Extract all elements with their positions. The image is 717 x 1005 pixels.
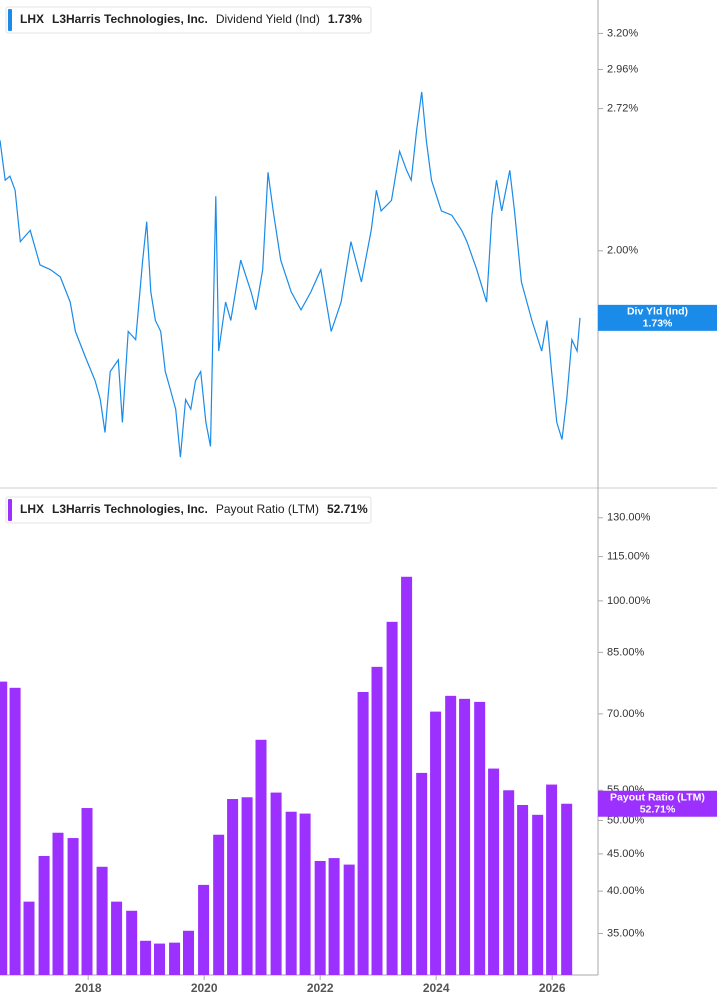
bar — [357, 692, 369, 975]
x-tick-label: 2026 — [539, 981, 566, 995]
legend-box — [5, 6, 372, 34]
bar — [459, 698, 471, 975]
bar — [371, 666, 383, 975]
bar — [198, 884, 210, 975]
y-tick-label: 70.00% — [607, 708, 645, 720]
y-tick-label: 130.00% — [607, 512, 651, 524]
line-series — [0, 91, 581, 458]
y-tick-label: 35.00% — [607, 927, 645, 939]
y-tick-label: 2.00% — [607, 245, 638, 257]
bar — [227, 799, 239, 975]
bar — [299, 813, 311, 975]
current-value: 52.71% — [327, 502, 368, 516]
bar — [561, 803, 573, 975]
bar — [401, 576, 413, 975]
bar — [81, 808, 93, 975]
badge-value: 52.71% — [640, 804, 676, 816]
ticker: LHX — [20, 12, 44, 26]
bar — [96, 866, 108, 975]
badge-name: Div Yld (Ind) — [627, 306, 688, 318]
y-tick-label: 3.20% — [607, 27, 638, 39]
y-tick-label: 50.00% — [607, 814, 645, 826]
bar — [445, 695, 457, 975]
company: L3Harris Technologies, Inc. — [52, 502, 208, 516]
bar — [517, 805, 529, 975]
bar — [0, 681, 8, 975]
value-badge — [598, 304, 717, 331]
bar — [474, 701, 486, 975]
bar — [183, 930, 195, 975]
bar — [255, 739, 267, 975]
bar — [213, 834, 225, 975]
y-tick-label: 2.96% — [607, 63, 638, 75]
legend-swatch — [8, 499, 12, 521]
company: L3Harris Technologies, Inc. — [52, 12, 208, 26]
y-tick-label: 100.00% — [607, 595, 651, 607]
bar — [488, 768, 500, 975]
bar — [9, 687, 21, 975]
x-tick-label: 2022 — [307, 981, 334, 995]
metric: Payout Ratio (LTM) — [216, 502, 319, 516]
bar — [154, 943, 166, 975]
bar — [169, 942, 181, 975]
bar — [285, 811, 297, 975]
legend: LHX L3Harris Technologies, Inc. Dividend Y… — [5, 6, 372, 34]
bar — [111, 901, 123, 975]
bar — [343, 864, 355, 975]
bar — [546, 784, 558, 975]
y-tick-label: 85.00% — [607, 646, 645, 658]
bar — [430, 711, 442, 975]
legend: LHX L3Harris Technologies, Inc. Payout Rat… — [5, 496, 372, 524]
bar — [23, 901, 35, 975]
badge-value: 1.73% — [643, 318, 673, 330]
current-value: 1.73% — [328, 12, 362, 26]
y-tick-label: 2.72% — [607, 103, 638, 115]
legend-box — [5, 496, 372, 524]
bar — [386, 621, 398, 975]
bar — [52, 832, 64, 975]
legend-swatch — [8, 9, 12, 31]
bar — [416, 772, 428, 975]
bar — [314, 860, 326, 975]
badge-name: Payout Ratio (LTM) — [610, 792, 705, 804]
bar — [503, 790, 515, 975]
x-tick-label: 2024 — [423, 981, 450, 995]
y-tick-label: 45.00% — [607, 848, 645, 860]
y-tick-label: 40.00% — [607, 885, 645, 897]
bar — [140, 940, 152, 975]
ticker: LHX — [20, 502, 44, 516]
x-tick-label: 2018 — [75, 981, 102, 995]
bar — [126, 910, 138, 975]
x-tick-label: 2020 — [191, 981, 218, 995]
bar — [67, 838, 79, 975]
value-badge — [598, 790, 717, 817]
y-tick-label: 115.00% — [607, 550, 650, 562]
bar — [270, 792, 282, 975]
metric: Dividend Yield (Ind) — [216, 12, 320, 26]
bar — [241, 797, 253, 975]
bar — [532, 814, 544, 975]
bar — [328, 858, 340, 975]
bar — [38, 855, 50, 975]
